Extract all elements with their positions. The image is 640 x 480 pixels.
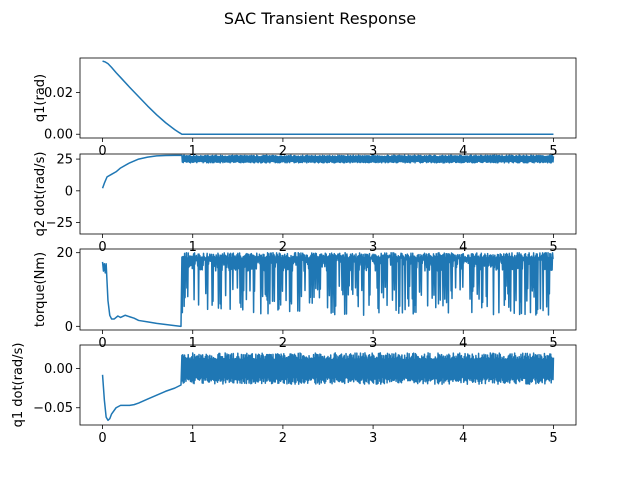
subplot-4-xtick-label: 4	[459, 431, 467, 446]
subplot-4-xtick-label: 2	[279, 431, 287, 446]
subplot-3-ytick-label: 20	[56, 246, 73, 261]
subplot-3-ylabel: torque(Nm)	[33, 252, 48, 327]
subplot-3-axes-frame	[79, 248, 577, 331]
subplot-1-xtick-label: 1	[189, 144, 197, 159]
subplot-2-axes-frame	[79, 153, 577, 235]
subplot-4-xtick-label: 5	[549, 431, 557, 446]
subplot-4-ylabel: q1 dot(rad/s)	[11, 343, 26, 428]
subplot-3-xtick-label: 1	[189, 336, 197, 351]
subplot-3-xtick-label: 5	[549, 336, 557, 351]
subplot-1-ytick-label: 0.00	[44, 128, 73, 143]
subplot-3-xtick-label: 3	[369, 336, 377, 351]
subplot-2-ytick-label: −25	[46, 216, 73, 231]
subplot-3-xtick-label: 0	[98, 336, 106, 351]
subplot-3-series-line-1	[101, 251, 554, 328]
subplot-1-xtick-label: 3	[369, 144, 377, 159]
figure-title: SAC Transient Response	[224, 9, 416, 28]
subplot-2-ytick-label: 0	[65, 184, 73, 199]
subplot-1-ylabel: q1(rad)	[33, 74, 48, 122]
subplot-4-xtick-label: 0	[98, 431, 106, 446]
subplot-2-ylabel: q2 dot(rad/s)	[33, 152, 48, 237]
subplot-3-xtick-label: 4	[459, 336, 467, 351]
subplot-3-xtick-label: 2	[279, 336, 287, 351]
subplot-1-xtick-label: 5	[549, 144, 557, 159]
subplot-2-xtick-label: 2	[279, 240, 287, 255]
subplot-2: 0 1 2 3 4 5 −25 0 25 q2 dot(rad/s)	[33, 152, 577, 255]
subplot-1-xtick-label: 2	[279, 144, 287, 159]
subplot-2-xtick-label: 0	[98, 240, 106, 255]
subplot-2-xtick-label: 1	[189, 240, 197, 255]
subplot-3-ytick-label: 0	[65, 320, 73, 335]
subplot-4-xtick-label: 1	[189, 431, 197, 446]
subplot-3: 0 1 2 3 4 5 0 20 torque(Nm)	[33, 246, 577, 351]
subplot-4-ytick-label: −0.05	[33, 401, 73, 416]
subplot-2-ytick-label: 25	[56, 153, 73, 168]
subplot-2-xtick-label: 4	[459, 240, 467, 255]
subplot-1-axes-frame	[79, 57, 577, 139]
subplot-4: 0 1 2 3 4 5 −0.05 0.00 q1 dot(rad/s)	[11, 343, 577, 446]
subplot-1-ytick-label: 0.02	[44, 86, 73, 101]
subplot-1-series-line-1	[102, 60, 554, 135]
subplot-4-series-line-1	[101, 352, 555, 422]
subplot-2-series-line-1	[101, 154, 555, 189]
subplot-1-xtick-label: 4	[459, 144, 467, 159]
subplot-1-xtick-label: 0	[98, 144, 106, 159]
subplot-2-xtick-label: 5	[549, 240, 557, 255]
subplot-4-xtick-label: 3	[369, 431, 377, 446]
subplot-2-xtick-label: 3	[369, 240, 377, 255]
subplot-4-axes-frame	[79, 344, 577, 426]
subplot-4-ytick-label: 0.00	[44, 362, 73, 377]
